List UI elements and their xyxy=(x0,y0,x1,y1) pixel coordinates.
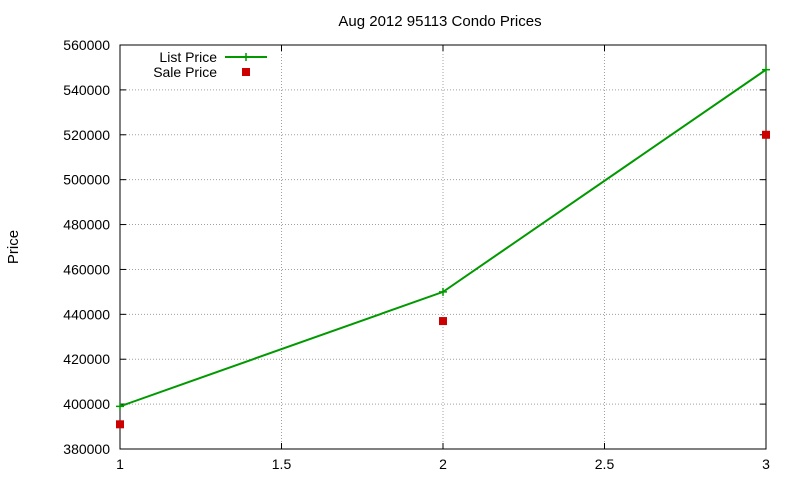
list-price-point xyxy=(762,65,770,74)
y-tick-label: 520000 xyxy=(63,127,110,143)
y-tick-label: 560000 xyxy=(63,37,110,53)
grid xyxy=(120,45,766,449)
y-tick-label: 540000 xyxy=(63,82,110,98)
legend-marker-sale-price xyxy=(242,68,250,76)
y-axis-label: Price xyxy=(5,230,22,264)
y-tick-label: 400000 xyxy=(63,396,110,412)
y-tick-label: 460000 xyxy=(63,261,110,277)
plot-border xyxy=(119,44,767,450)
x-tick-label: 2.5 xyxy=(595,456,615,472)
y-tick-label: 480000 xyxy=(63,217,110,233)
sale-price-point xyxy=(116,420,124,429)
legend-label-list-price: List Price xyxy=(159,49,217,65)
series xyxy=(116,65,770,429)
list-price-point xyxy=(116,402,124,411)
chart-title: Aug 2012 95113 Condo Prices xyxy=(338,13,541,30)
y-tick-label: 380000 xyxy=(63,441,110,457)
legend-marker-list-price xyxy=(242,53,250,61)
sale-price-point xyxy=(762,130,770,139)
y-tick-label: 440000 xyxy=(63,306,110,322)
x-tick-label: 1 xyxy=(116,456,124,472)
legend-label-sale-price: Sale Price xyxy=(153,64,217,80)
x-tick-label: 3 xyxy=(762,456,770,472)
sale-price-point xyxy=(439,317,447,326)
list-price-point xyxy=(439,287,447,296)
x-tick-label: 2 xyxy=(439,456,447,472)
y-tick-label: 420000 xyxy=(63,351,110,367)
y-tick-label: 500000 xyxy=(63,172,110,188)
axes: 380000 400000 420000 440000 460000 480000 5000… xyxy=(63,37,770,472)
x-tick-label: 1.5 xyxy=(272,456,292,472)
